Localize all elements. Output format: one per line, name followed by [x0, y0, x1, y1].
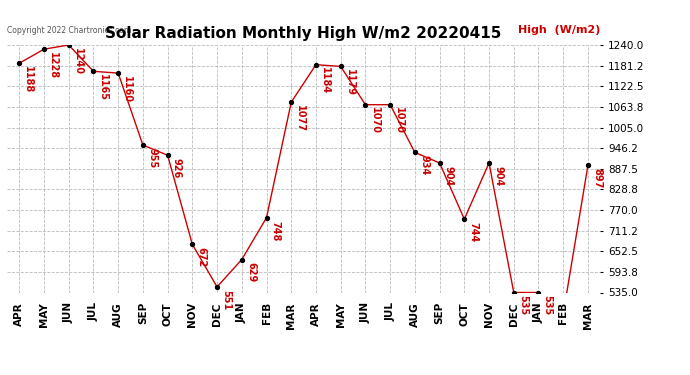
- Text: 897: 897: [592, 168, 602, 189]
- Point: [335, 63, 346, 69]
- Text: 744: 744: [469, 222, 478, 242]
- Text: 1240: 1240: [73, 48, 83, 75]
- Text: 1070: 1070: [394, 108, 404, 135]
- Point: [212, 284, 223, 290]
- Point: [39, 46, 50, 52]
- Title: Solar Radiation Monthly High W/m2 20220415: Solar Radiation Monthly High W/m2 202204…: [106, 26, 502, 41]
- Text: Copyright 2022 Chartronics.com: Copyright 2022 Chartronics.com: [7, 26, 131, 35]
- Text: 1160: 1160: [122, 76, 132, 103]
- Point: [112, 70, 124, 76]
- Text: 904: 904: [444, 166, 454, 186]
- Point: [236, 256, 247, 262]
- Point: [88, 68, 99, 74]
- Text: 1184: 1184: [320, 68, 330, 94]
- Point: [286, 99, 297, 105]
- Text: 672: 672: [197, 247, 206, 267]
- Point: [14, 60, 25, 66]
- Text: 926: 926: [172, 158, 181, 178]
- Text: 955: 955: [147, 148, 157, 168]
- Text: 1165: 1165: [97, 74, 108, 101]
- Point: [509, 290, 520, 296]
- Point: [484, 160, 495, 166]
- Point: [409, 149, 420, 155]
- Point: [360, 102, 371, 108]
- Text: 551: 551: [221, 290, 231, 310]
- Text: 1228: 1228: [48, 52, 58, 79]
- Point: [310, 62, 322, 68]
- Text: 1077: 1077: [295, 105, 306, 132]
- Point: [533, 290, 544, 296]
- Point: [384, 102, 395, 108]
- Text: 748: 748: [270, 220, 281, 241]
- Text: 535: 535: [542, 295, 553, 315]
- Point: [187, 242, 198, 248]
- Text: 535: 535: [518, 295, 528, 315]
- Text: 1179: 1179: [345, 69, 355, 96]
- Text: 934: 934: [419, 155, 429, 176]
- Text: 904: 904: [493, 166, 503, 186]
- Point: [261, 215, 272, 221]
- Point: [582, 162, 593, 168]
- Text: 474: 474: [0, 374, 1, 375]
- Text: 1188: 1188: [23, 66, 33, 93]
- Text: 629: 629: [246, 262, 256, 282]
- Point: [459, 216, 470, 222]
- Text: 1070: 1070: [370, 108, 380, 135]
- Text: High  (W/m2): High (W/m2): [518, 25, 600, 35]
- Point: [434, 160, 445, 166]
- Point: [162, 152, 173, 158]
- Point: [63, 42, 75, 48]
- Point: [558, 311, 569, 317]
- Point: [137, 142, 148, 148]
